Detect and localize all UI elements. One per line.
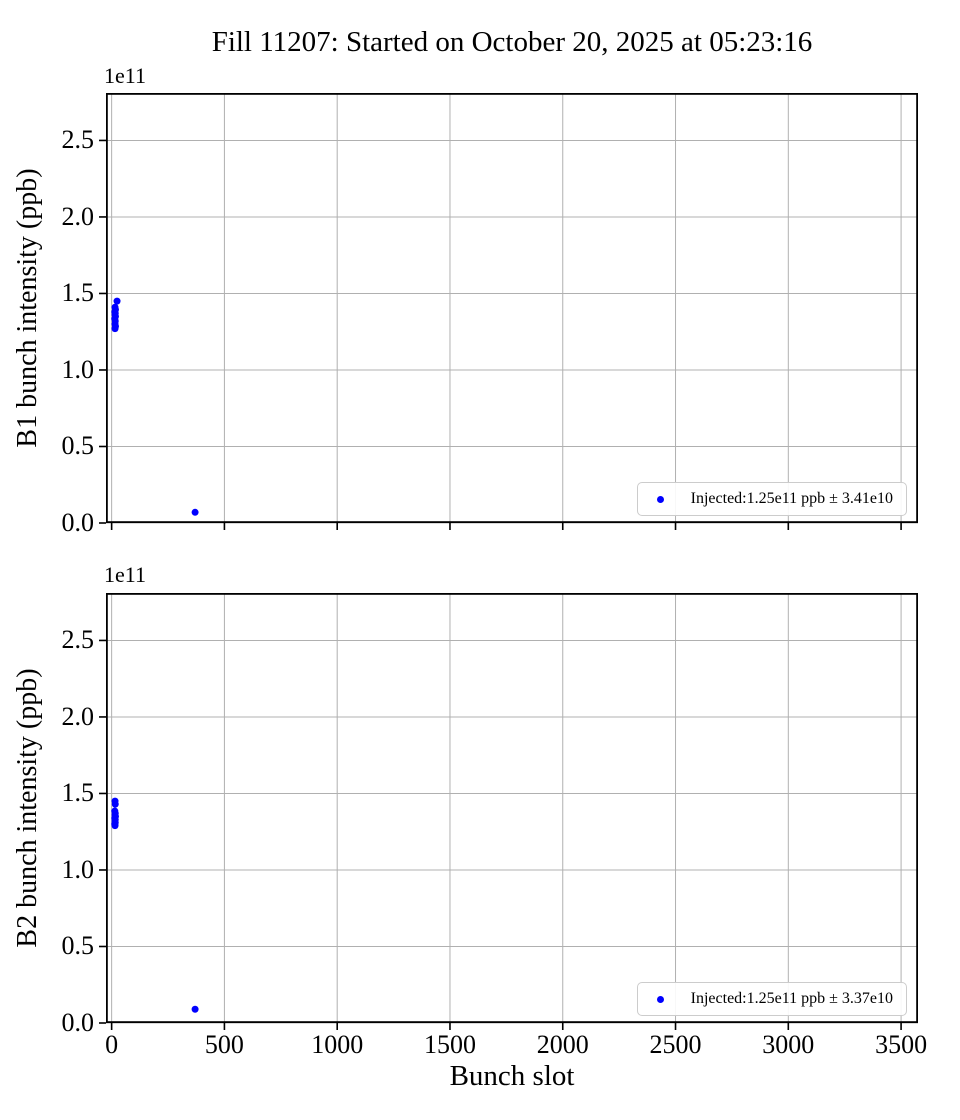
y-tick-label: 1.0 [61, 354, 95, 384]
axes-B1 [99, 92, 919, 530]
x-tick-label: 0 [105, 1030, 119, 1059]
data-point [191, 1005, 199, 1013]
legend-b1: Injected:1.25e11 ppb ± 3.41e10 [636, 482, 907, 516]
data-point [111, 325, 119, 333]
scatter-dot-icon [656, 995, 664, 1003]
x-tick-label: 1000 [311, 1030, 364, 1059]
y-axis-offset-text-b1: 1e11 [104, 63, 146, 88]
data-point [113, 297, 121, 305]
data-point [111, 822, 119, 830]
y-tick-label: 1.5 [61, 778, 95, 808]
y-tick-label: 1.5 [61, 278, 95, 308]
scatter-dot-icon [656, 495, 664, 503]
x-axis-label: Bunch slot [449, 1060, 575, 1092]
y-tick-label: 0.0 [61, 1008, 95, 1037]
data-point [111, 800, 119, 808]
y-tick-label: 0.5 [61, 431, 95, 461]
plot-spines [105, 592, 919, 1024]
y-tick-label: 1.0 [61, 854, 95, 884]
y-axis-offset-text-b2: 1e11 [104, 562, 146, 587]
legend-label-b2: Injected:1.25e11 ppb ± 3.37e10 [690, 990, 893, 1007]
x-tick-label: 2500 [649, 1030, 702, 1059]
x-tick-label: 500 [204, 1030, 244, 1059]
y-tick-label: 0.0 [61, 508, 95, 537]
x-tick-label: 3000 [762, 1030, 815, 1059]
figure-title: Fill 11207: Started on October 20, 2025 … [211, 26, 813, 58]
y-tick-label: 2.5 [61, 125, 95, 155]
x-tick-label: 2000 [536, 1030, 589, 1059]
plot-canvas-b1: Injected:1.25e11 ppb ± 3.41e10 0.0 0.5 1.0… [62, 92, 919, 537]
y-tick-label: 2.5 [61, 625, 95, 655]
x-tick-label: 1500 [423, 1030, 476, 1059]
y-tick-label: 2.0 [61, 201, 95, 231]
y-tick-label: 2.0 [61, 701, 95, 731]
plot-canvas-b2: Injected:1.25e11 ppb ± 3.37e10 0.0 0.5 1.0… [62, 592, 927, 1059]
data-point [191, 508, 199, 516]
legend-label-b1: Injected:1.25e11 ppb ± 3.41e10 [690, 490, 893, 507]
x-tick-label: 3500 [875, 1030, 928, 1059]
legend-b2: Injected:1.25e11 ppb ± 3.37e10 [636, 982, 907, 1016]
axes-B2 [99, 592, 919, 1030]
y-tick-label: 0.5 [61, 931, 95, 961]
plot-spines [105, 92, 919, 524]
